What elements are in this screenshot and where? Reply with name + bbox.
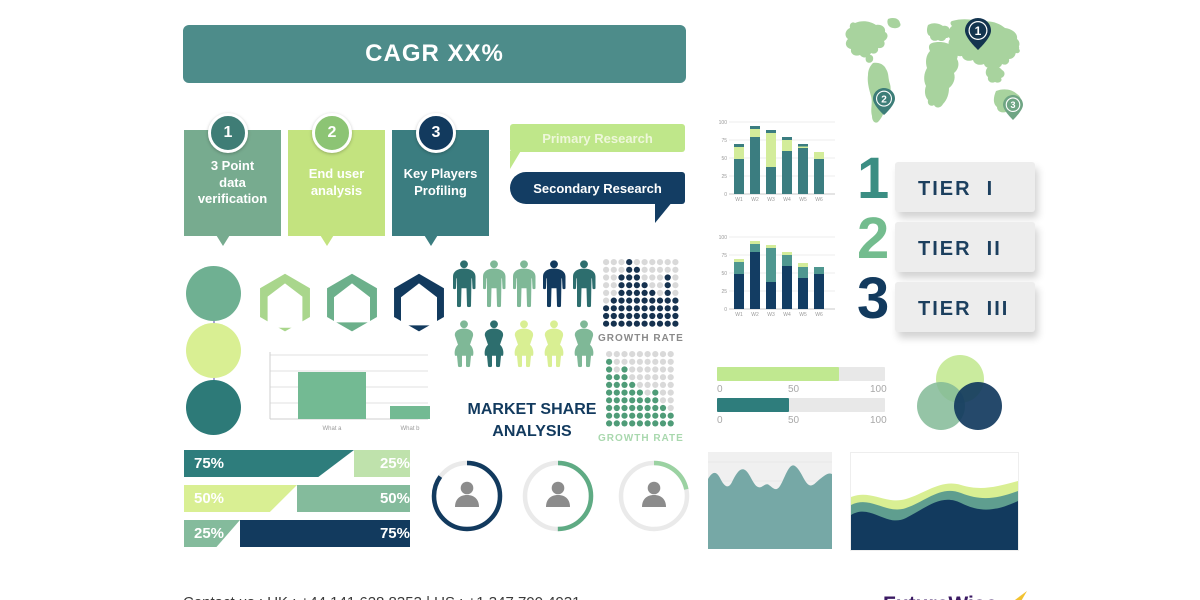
- svg-text:2: 2: [881, 94, 887, 105]
- svg-text:50: 50: [721, 271, 727, 277]
- svg-text:100: 100: [719, 235, 728, 241]
- svg-text:W1: W1: [735, 312, 743, 318]
- svg-text:W4: W4: [783, 197, 791, 203]
- svg-text:W6: W6: [815, 197, 823, 203]
- svg-text:0: 0: [724, 192, 727, 198]
- svg-text:75: 75: [721, 253, 727, 259]
- svg-text:25: 25: [721, 289, 727, 295]
- svg-text:W6: W6: [815, 312, 823, 318]
- svg-text:W5: W5: [799, 197, 807, 203]
- svg-text:25: 25: [721, 174, 727, 180]
- svg-text:W4: W4: [783, 312, 791, 318]
- svg-text:100: 100: [719, 120, 728, 126]
- svg-text:75: 75: [721, 138, 727, 144]
- svg-text:50: 50: [721, 156, 727, 162]
- svg-text:W5: W5: [799, 312, 807, 318]
- svg-text:What a: What a: [322, 426, 342, 432]
- svg-text:W2: W2: [751, 312, 759, 318]
- svg-text:W3: W3: [767, 197, 775, 203]
- svg-text:0: 0: [724, 307, 727, 313]
- svg-text:3: 3: [1010, 100, 1015, 110]
- svg-text:W1: W1: [735, 197, 743, 203]
- svg-text:W3: W3: [767, 312, 775, 318]
- svg-text:1: 1: [975, 24, 982, 38]
- svg-text:What b: What b: [400, 426, 420, 432]
- svg-text:W2: W2: [751, 197, 759, 203]
